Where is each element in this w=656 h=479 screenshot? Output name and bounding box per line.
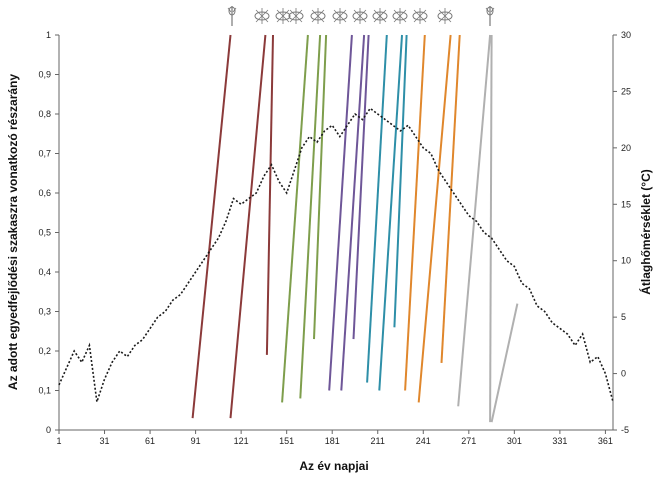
larva-icon <box>437 8 453 24</box>
x-tick-label: 301 <box>507 436 522 446</box>
x-tick-label: 331 <box>552 436 567 446</box>
series-stage-6 <box>457 34 492 407</box>
x-tick-label: 61 <box>145 436 155 446</box>
series-stage-5 <box>417 34 452 403</box>
series-stage-6 <box>490 303 519 423</box>
series-stage-2 <box>299 34 322 399</box>
y-tick-label: 1 <box>46 30 51 40</box>
y2-tick-label: 20 <box>621 143 631 153</box>
larva-icon <box>372 8 388 24</box>
x-tick-label: 271 <box>461 436 476 446</box>
stage-icons <box>227 6 495 26</box>
y-tick-label: 0,5 <box>38 228 51 238</box>
series-stage-2 <box>313 34 328 340</box>
y2-tick-label: 5 <box>621 312 626 322</box>
y-tick-label: 0,3 <box>38 307 51 317</box>
x-tick-label: 1 <box>56 436 61 446</box>
x-tick-label: 211 <box>371 436 385 446</box>
temperature-line <box>58 107 614 403</box>
y2-tick-label: 0 <box>621 369 626 379</box>
x-tick-label: 241 <box>416 436 431 446</box>
larva-icon <box>332 8 348 24</box>
series-stage-1 <box>229 34 267 419</box>
series-stage-4 <box>393 34 408 328</box>
series-stage-5 <box>440 34 461 363</box>
y-ticks-right: -5 0 5 10 15 20 25 30 <box>613 30 631 435</box>
larva-icon <box>310 8 326 24</box>
y-tick-label: 0 <box>46 425 51 435</box>
adult-icon <box>485 6 495 26</box>
y-tick-label: 0,6 <box>38 188 51 198</box>
series-stage-6 <box>489 34 493 423</box>
egg-icon <box>227 6 237 26</box>
y-ticks-left: 0 0,1 0,2 0,3 0,4 0,5 0,6 0,7 0,8 0,9 1 <box>38 30 59 435</box>
y2-tick-label: 25 <box>621 86 631 96</box>
series-stage-3 <box>352 34 370 340</box>
y-tick-label: 0,9 <box>38 70 51 80</box>
y-tick-label: 0,4 <box>38 267 51 277</box>
y2-tick-label: -5 <box>621 425 629 435</box>
x-tick-label: 361 <box>598 436 613 446</box>
y2-tick-label: 10 <box>621 256 631 266</box>
series-stage-5 <box>404 34 426 391</box>
series-stage-3 <box>340 34 366 391</box>
y-tick-label: 0,1 <box>38 386 51 396</box>
series-stage-3 <box>328 34 353 391</box>
larva-icon <box>392 8 408 24</box>
y-tick-label: 0,8 <box>38 109 51 119</box>
larva-icon <box>288 8 304 24</box>
axes <box>58 35 614 431</box>
series-stage-1 <box>191 34 232 419</box>
y2-axis-title: Átlaghőmérséklet (°C) <box>638 169 653 295</box>
x-tick-label: 91 <box>191 436 201 446</box>
y-tick-label: 0,2 <box>38 346 51 356</box>
x-tick-label: 151 <box>279 436 294 446</box>
series-stage-4 <box>378 34 403 391</box>
series-stage-2 <box>281 34 309 403</box>
larva-icon <box>275 8 291 24</box>
larva-icon <box>352 8 368 24</box>
series-stage-1 <box>265 34 274 355</box>
larva-icon <box>254 8 270 24</box>
x-ticks: 1 31 61 91 121 151 181 211 241 271 301 331 361 <box>56 430 613 446</box>
development-series <box>191 34 519 423</box>
series-stage-4 <box>366 34 388 383</box>
x-tick-label: 121 <box>234 436 249 446</box>
y2-tick-label: 30 <box>621 30 631 40</box>
y-tick-label: 0,7 <box>38 149 51 159</box>
x-axis-title: Az év napjai <box>299 459 368 473</box>
larva-icon <box>412 8 428 24</box>
x-tick-label: 31 <box>100 436 110 446</box>
y-axis-title: Az adott egyedfejlődési szakaszra vonatk… <box>6 74 20 390</box>
y2-tick-label: 15 <box>621 199 631 209</box>
x-tick-label: 181 <box>325 436 340 446</box>
